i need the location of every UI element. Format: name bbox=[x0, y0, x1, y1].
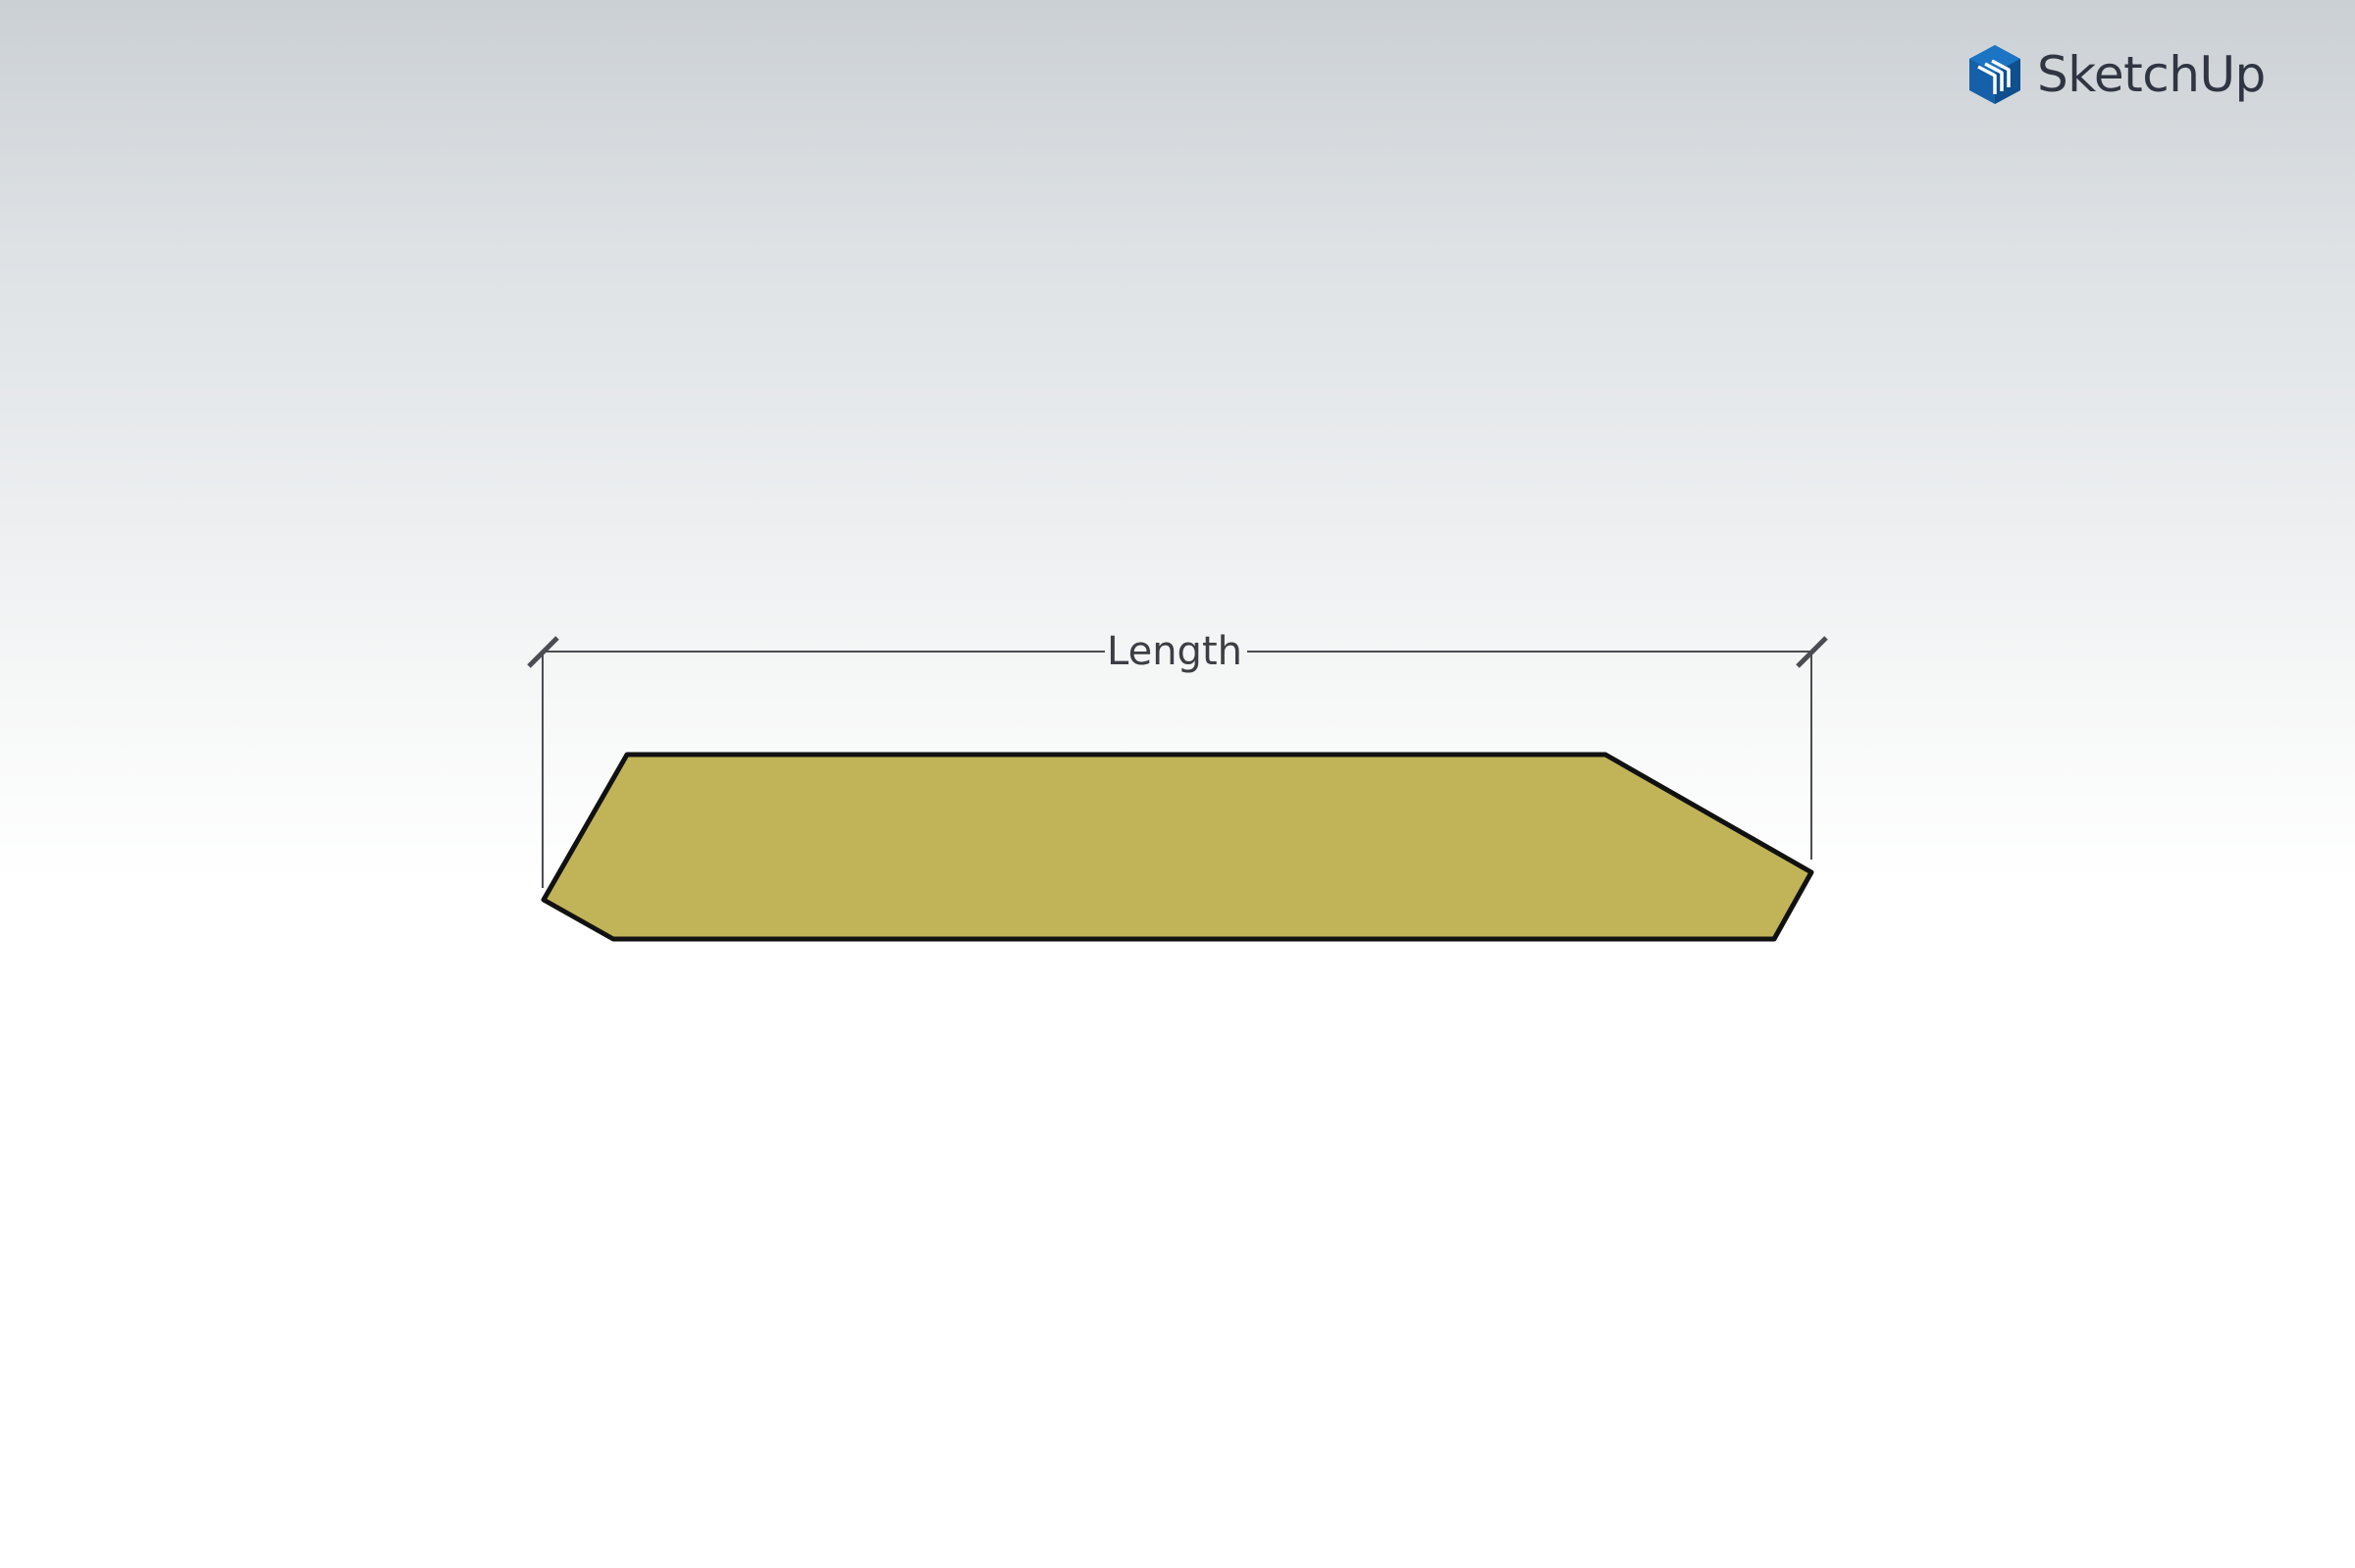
dimension-tick-left bbox=[527, 636, 559, 668]
sketchup-logo-icon bbox=[1969, 45, 2020, 104]
dimension-label: Length bbox=[1107, 629, 1242, 674]
board-profile[interactable] bbox=[541, 752, 1814, 942]
sketchup-logo: SketchUp bbox=[1966, 41, 2280, 108]
brand-name: SketchUp bbox=[2037, 46, 2266, 103]
dimension-tick-right bbox=[1796, 636, 1828, 668]
